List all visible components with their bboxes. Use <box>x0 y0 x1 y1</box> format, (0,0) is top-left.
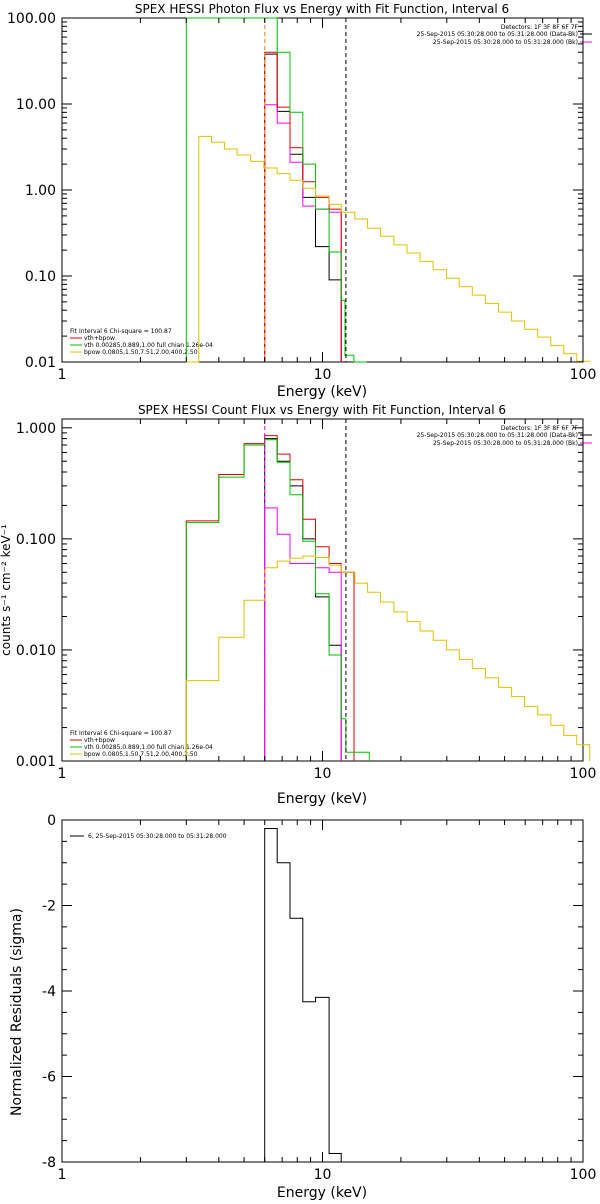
residuals-panel-xlabel: Energy (keV) <box>277 1185 367 1200</box>
count-xtick-label: 10 <box>314 766 332 782</box>
photon-panel-xlabel: Energy (keV) <box>277 384 367 400</box>
photon-panel-title: SPEX HESSI Photon Flux vs Energy with Fi… <box>135 2 509 16</box>
residuals-ytick-label: 0 <box>47 813 56 829</box>
photon-detector-line-2: 25-Sep-2015 05:30:28.000 to 05:31:28.000… <box>417 31 578 38</box>
residuals-series-6 <box>264 828 342 1162</box>
count-series-vth <box>185 439 370 761</box>
photon-series-vth <box>185 17 367 363</box>
residuals-xtick-label: 1 <box>58 1167 67 1183</box>
count-ytick-label: 0.100 <box>16 532 56 548</box>
residuals-xtick-label: 100 <box>570 1167 597 1183</box>
count-panel-title: SPEX HESSI Count Flux vs Energy with Fit… <box>138 403 506 417</box>
photon-ytick-label: 1.00 <box>25 183 56 199</box>
photon-series-bpow <box>186 135 591 363</box>
residuals-panel-ylabel: Normalized Residuals (sigma) <box>9 908 25 1116</box>
photon-xtick-label: 1 <box>58 367 67 383</box>
count-ytick-label: 1.000 <box>16 421 56 437</box>
count-ytick-label: 0.010 <box>16 643 56 659</box>
residuals-panel: Energy (keV) Normalized Residuals (sigma… <box>9 813 597 1201</box>
count-fit-line-3: vth 0.00285,0.889,1.00 full chian 1.26e-… <box>84 744 213 751</box>
count-fit-line-1: Fit Interval 6 Chi-square = 100.87 <box>70 730 172 737</box>
count-ytick-label: 0.001 <box>16 754 56 770</box>
photon-detector-line-3: 25-Sep-2015 05:30:28.000 to 05:31:28.000… <box>433 39 578 46</box>
residuals-ytick-label: -6 <box>42 1070 56 1086</box>
residuals-ytick-label: -2 <box>42 899 56 915</box>
photon-xtick-label: 100 <box>570 367 597 383</box>
photon-fit-line-4: bpow 0.0805,1.50,7.51,2.00,400,2.50 <box>84 349 198 356</box>
count-fit-line-4: bpow 0.0805,1.50,7.51,2.00,400,2.50 <box>84 751 198 758</box>
count-detector-line-3: 25-Sep-2015 05:30:28.000 to 05:31:28.000… <box>433 440 578 447</box>
photon-fit-line-2: vth+bpow <box>84 335 115 342</box>
photon-fit-line-3: vth 0.00285,0.889,1.00 full chian 1.26e-… <box>84 342 213 349</box>
count-detector-line-2: 25-Sep-2015 05:30:28.000 to 05:31:28.000… <box>417 432 578 439</box>
photon-ytick-label: 10.00 <box>16 97 56 113</box>
residuals-legend-label: 6, 25-Sep-2015 05:30:28.000 to 05:31:28.… <box>88 833 227 840</box>
photon-fit-line-1: Fit Interval 6 Chi-square = 100.87 <box>70 328 172 335</box>
photon-xtick-label: 10 <box>314 367 332 383</box>
count-xtick-label: 100 <box>570 766 597 782</box>
residuals-ytick-label: -8 <box>42 1155 56 1171</box>
photon-ytick-label: 0.01 <box>25 355 56 371</box>
residuals-xtick-label: 10 <box>314 1167 332 1183</box>
count-detector-line-1: Detectors: 1F 3F 8F 6F 7F <box>501 425 579 432</box>
count-panel-ylabel: counts s⁻¹ cm⁻² keV⁻¹ <box>0 524 13 656</box>
photon-ytick-label: 0.10 <box>25 269 56 285</box>
photon-series-vth-bpow <box>264 51 342 362</box>
count-fit-line-2: vth+bpow <box>84 737 115 744</box>
count-flux-panel: SPEX HESSI Count Flux vs Energy with Fit… <box>0 403 596 807</box>
photon-detector-line-1: Detectors: 1F 3F 8F 6F 7F <box>501 24 579 31</box>
count-xtick-label: 1 <box>58 766 67 782</box>
count-series-bpow <box>185 555 591 761</box>
count-panel-xlabel: Energy (keV) <box>277 791 367 807</box>
photon-ytick-label: 100.00 <box>7 11 56 27</box>
residuals-ytick-label: -4 <box>42 984 56 1000</box>
count-series-bk <box>264 507 342 761</box>
photon-flux-panel: SPEX HESSI Photon Flux vs Energy with Fi… <box>7 2 596 400</box>
